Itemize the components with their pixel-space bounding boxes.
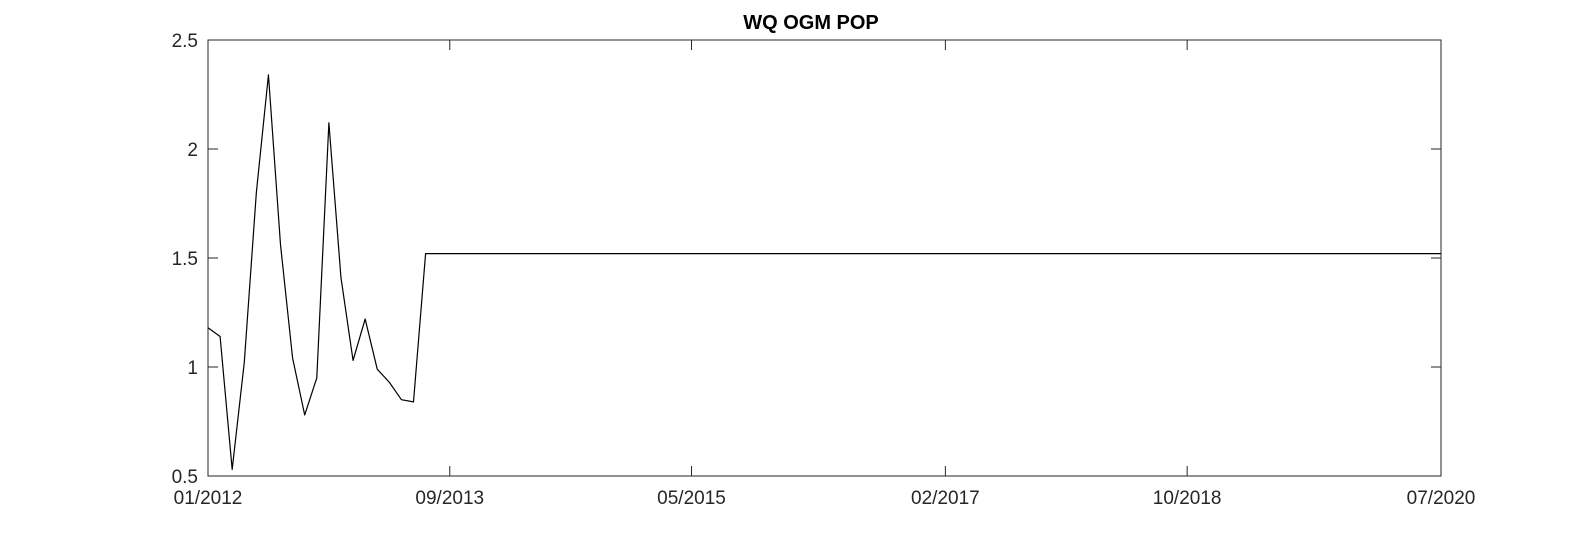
y-tick-label: 1.5 [172, 249, 198, 270]
x-tick-label: 01/2012 [174, 488, 243, 509]
y-tick-label: 2 [187, 140, 198, 161]
x-axis: 01/2012 09/2013 05/2015 02/2017 10/2018 07/20… [174, 40, 1476, 509]
y-tick-label: 2.5 [172, 31, 198, 52]
plot-area [207, 39, 1442, 477]
x-tick-label: 09/2013 [415, 488, 484, 509]
x-tick-label: 10/2018 [1153, 488, 1222, 509]
y-axis: 0.5 1 1.5 2 2.5 [172, 31, 1441, 488]
y-tick-label: 0.5 [172, 467, 198, 488]
x-tick-label: 07/2020 [1407, 488, 1476, 509]
axes-box [207, 39, 1442, 477]
x-tick-label: 05/2015 [657, 488, 726, 509]
x-tick-label: 02/2017 [911, 488, 980, 509]
y-tick-label: 1 [187, 358, 198, 379]
chart-title: WQ OGM POP [743, 12, 879, 34]
series-line [207, 74, 1441, 471]
